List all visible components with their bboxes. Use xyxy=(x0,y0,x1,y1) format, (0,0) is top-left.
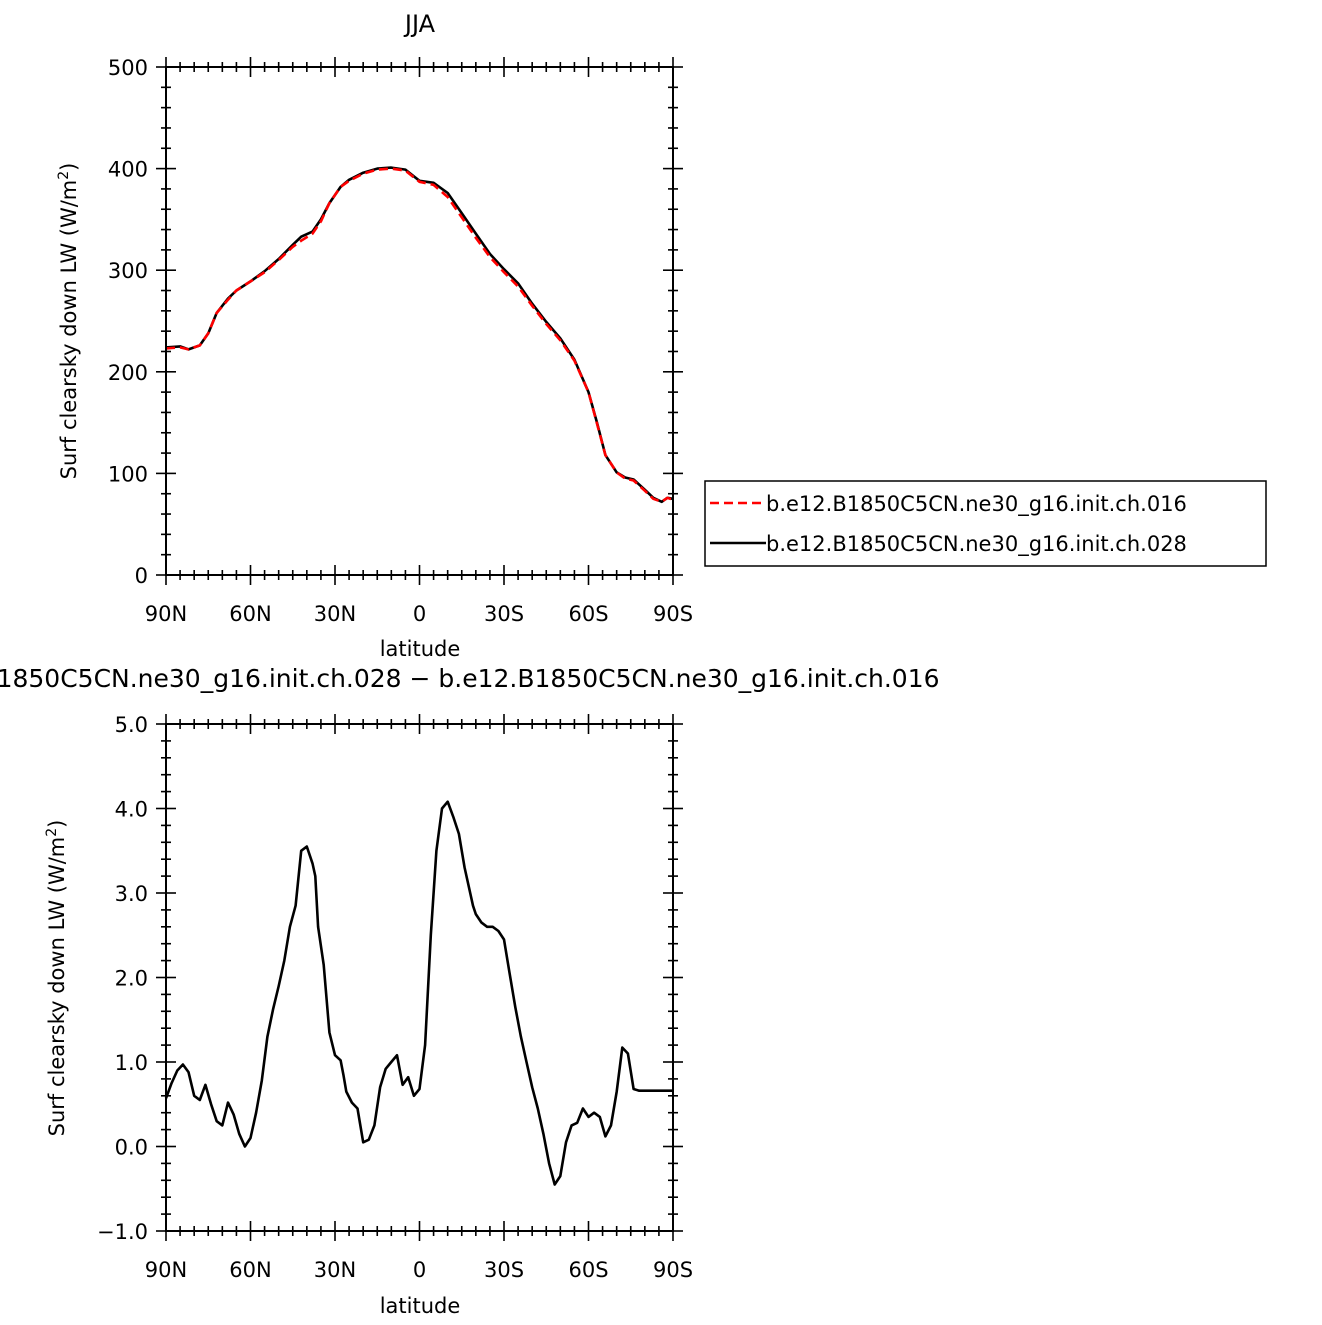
bottom-y-axis-label-main: Surf clearsky down LW (W/m xyxy=(45,837,69,1137)
bottom-y-tick-label: 3.0 xyxy=(115,882,148,906)
top-chart-title: JJA xyxy=(403,10,436,38)
top-x-tick-label: 90N xyxy=(145,602,187,626)
top-y-tick-label: 200 xyxy=(108,361,148,385)
top-series-line-0 xyxy=(165,167,674,504)
bottom-x-tick-label: 30N xyxy=(314,1258,356,1282)
bottom-y-tick-label: −1.0 xyxy=(97,1220,148,1244)
bottom-panel: b.e12.B1850C5CN.ne30_g16.init.ch.028 − b… xyxy=(0,664,940,1318)
bottom-y-tick-label: 2.0 xyxy=(115,967,148,991)
bottom-x-tick-labels: 90N 60N 30N 0 30S 60S 90S xyxy=(145,1258,693,1282)
top-y-axis-label-sup: 2 xyxy=(56,171,72,180)
bottom-x-tick-label: 90S xyxy=(653,1258,693,1282)
bottom-y-tick-labels: −1.0 0.0 1.0 2.0 3.0 4.0 5.0 xyxy=(97,713,148,1244)
bottom-ticks xyxy=(156,714,683,1241)
top-y-axis-label-main: Surf clearsky down LW (W/m xyxy=(57,180,81,480)
legend-box xyxy=(704,480,1267,567)
top-series xyxy=(165,166,674,504)
bottom-x-tick-label: 0 xyxy=(413,1258,426,1282)
top-y-tick-label: 500 xyxy=(108,56,148,80)
top-ticks xyxy=(156,57,683,585)
bottom-y-tick-label: 5.0 xyxy=(115,713,148,737)
bottom-plot-frame xyxy=(165,723,674,1232)
top-y-tick-label: 300 xyxy=(108,259,148,283)
top-y-tick-label: 100 xyxy=(108,462,148,486)
bottom-y-axis-label: Surf clearsky down LW (W/m2) xyxy=(44,820,69,1137)
top-y-tick-labels: 0 100 200 300 400 500 xyxy=(108,56,148,588)
bottom-x-axis-label: latitude xyxy=(380,1294,461,1318)
bottom-x-tick-label: 60N xyxy=(229,1258,271,1282)
top-x-tick-label: 60S xyxy=(568,602,608,626)
top-y-tick-label: 400 xyxy=(108,158,148,182)
bottom-chart-title: b.e12.B1850C5CN.ne30_g16.init.ch.028 − b… xyxy=(0,664,940,693)
bottom-y-tick-label: 1.0 xyxy=(115,1051,148,1075)
top-x-tick-label: 30S xyxy=(484,602,524,626)
legend-label-016: b.e12.B1850C5CN.ne30_g16.init.ch.016 xyxy=(766,492,1187,517)
legend: b.e12.B1850C5CN.ne30_g16.init.ch.016 b.e… xyxy=(704,480,1267,567)
top-y-axis-label: Surf clearsky down LW (W/m2) xyxy=(56,163,81,480)
top-x-tick-label: 60N xyxy=(229,602,271,626)
top-x-tick-label: 30N xyxy=(314,602,356,626)
top-y-tick-label: 0 xyxy=(135,564,148,588)
legend-label-028: b.e12.B1850C5CN.ne30_g16.init.ch.028 xyxy=(766,532,1187,557)
top-x-tick-label: 0 xyxy=(413,602,426,626)
top-panel: JJA 90N 60N 30N 0 30S 60S 90S 0 100 200 300 400 500… xyxy=(56,10,1267,661)
bottom-x-tick-label: 90N xyxy=(145,1258,187,1282)
top-y-axis-label-close: ) xyxy=(57,163,81,171)
top-series-line-1 xyxy=(165,166,674,504)
bottom-series-line-0 xyxy=(164,800,673,1186)
top-x-tick-labels: 90N 60N 30N 0 30S 60S 90S xyxy=(145,602,693,626)
top-plot-frame xyxy=(165,66,674,576)
bottom-x-tick-label: 30S xyxy=(484,1258,524,1282)
top-x-axis-label: latitude xyxy=(380,637,461,661)
bottom-y-tick-label: 0.0 xyxy=(115,1136,148,1160)
bottom-series xyxy=(164,800,673,1186)
bottom-y-axis-label-sup: 2 xyxy=(44,828,60,837)
bottom-x-tick-label: 60S xyxy=(568,1258,608,1282)
top-x-tick-label: 90S xyxy=(653,602,693,626)
bottom-y-tick-label: 4.0 xyxy=(115,798,148,822)
bottom-y-axis-label-close: ) xyxy=(45,820,69,828)
